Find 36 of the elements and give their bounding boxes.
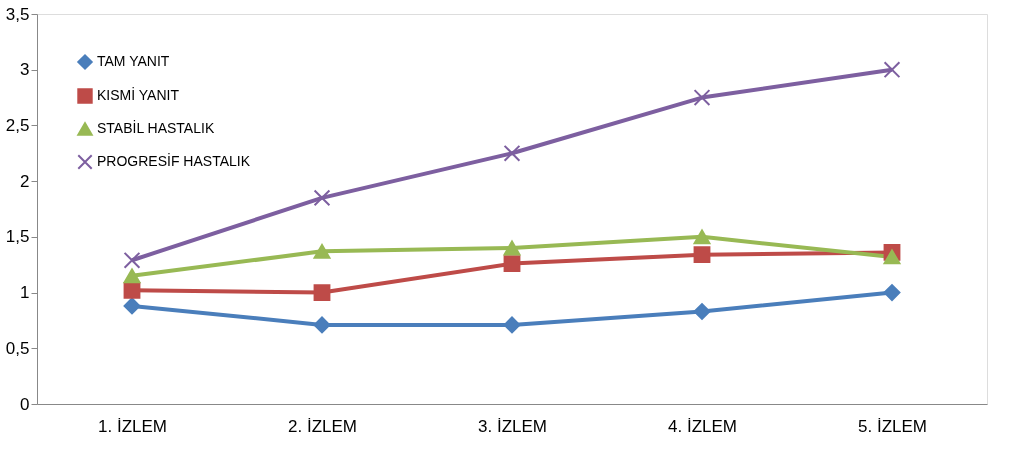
- y-tick-label: 2,5: [5, 115, 30, 135]
- point: [503, 240, 521, 256]
- point: [883, 61, 901, 79]
- legend-label: PROGRESİF HASTALIK: [97, 152, 251, 169]
- x-tick-label: 3. İZLEM: [478, 416, 547, 436]
- point: [313, 284, 331, 301]
- point: [693, 89, 711, 106]
- y-tick-label: 1: [20, 283, 30, 303]
- y-tick-label: 3: [20, 60, 30, 80]
- point: [503, 144, 521, 162]
- y-tick-label: 0: [20, 394, 30, 414]
- point: [313, 316, 331, 334]
- point: [313, 243, 331, 259]
- point: [693, 229, 711, 245]
- point: [123, 281, 141, 299]
- point: [123, 297, 141, 315]
- y-tick-label: 1,5: [5, 227, 30, 247]
- x-tick-label: 4. İZLEM: [668, 416, 737, 436]
- legend-label: KISMİ YANIT: [97, 86, 180, 103]
- point: [503, 255, 521, 273]
- y-tick-label: 3,5: [5, 4, 30, 24]
- y-tick-label: 0,5: [5, 338, 30, 358]
- point: [883, 284, 901, 301]
- point: [693, 303, 711, 320]
- legend-label: TAM YANIT: [97, 53, 170, 69]
- legend-label: STABİL HASTALIK: [97, 119, 215, 136]
- point: [883, 249, 901, 265]
- point: [313, 189, 331, 207]
- x-tick-label: 1. İZLEM: [98, 416, 167, 436]
- x-tick-label: 2. İZLEM: [288, 416, 357, 436]
- point: [123, 268, 141, 284]
- point: [693, 246, 711, 264]
- point: [503, 316, 521, 334]
- y-tick-label: 2: [20, 171, 30, 191]
- x-tick-label: 5. İZLEM: [858, 416, 927, 436]
- point: [123, 251, 141, 269]
